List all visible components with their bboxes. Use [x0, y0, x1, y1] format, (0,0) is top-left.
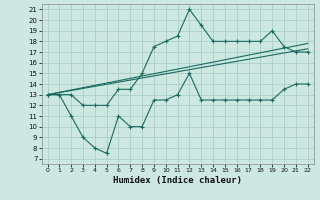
X-axis label: Humidex (Indice chaleur): Humidex (Indice chaleur) [113, 176, 242, 185]
